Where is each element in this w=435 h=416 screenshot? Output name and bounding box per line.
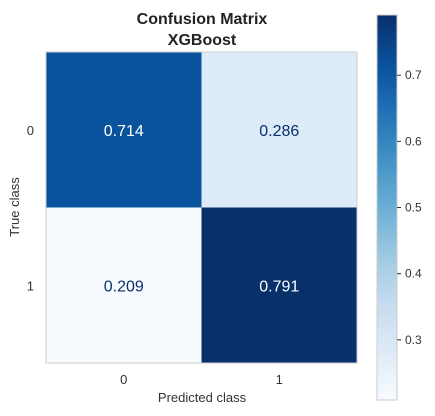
- heatmap-cell-0-0: [46, 52, 202, 208]
- colorbar-tick-label-0: 0.3: [405, 333, 422, 347]
- heatmap-cells: [46, 52, 357, 363]
- colorbar-tick-label-2: 0.5: [405, 201, 422, 215]
- heatmap-cell-1-0: [46, 207, 202, 363]
- colorbar-tick-label-1: 0.4: [405, 267, 422, 281]
- y-tick-label-1: 1: [27, 278, 34, 293]
- chart-title-line-2: XGBoost: [168, 32, 237, 49]
- heatmap-cell-label-1-0: 0.209: [104, 278, 144, 295]
- colorbar-tick-label-3: 0.6: [405, 134, 422, 148]
- heatmap-cell-0-1: [201, 52, 357, 208]
- colorbar-ticks: 0.3 0.4 0.5 0.6 0.7: [397, 68, 422, 347]
- colorbar-tick-label-4: 0.7: [405, 68, 422, 82]
- heatmap-cell-label-0-1: 0.286: [259, 123, 299, 140]
- y-axis-label: True class: [7, 177, 22, 237]
- y-axis-ticks: 01: [27, 123, 34, 294]
- heatmap-cell-label-1-1: 0.791: [259, 278, 299, 295]
- chart-title-line-1: Confusion Matrix: [137, 11, 268, 28]
- colorbar: [376, 14, 398, 401]
- x-tick-label-0: 0: [120, 372, 127, 387]
- y-tick-label-0: 0: [27, 123, 34, 138]
- x-axis-label: Predicted class: [158, 390, 247, 405]
- heatmap-cell-1-1: [201, 207, 357, 363]
- x-tick-label-1: 1: [276, 372, 283, 387]
- plot-frame: [45, 51, 358, 364]
- heatmap-cell-label-0-0: 0.714: [104, 123, 144, 140]
- heatmap-cell-labels: 0.714 0.286 0.209 0.791: [104, 123, 300, 296]
